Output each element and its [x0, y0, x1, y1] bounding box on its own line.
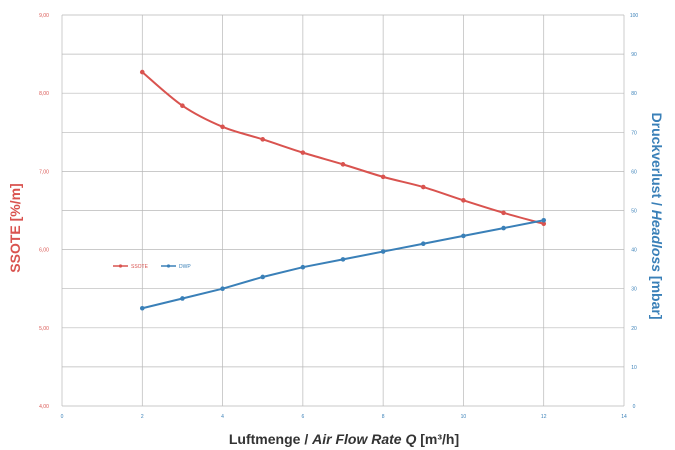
dwp-data-point [260, 274, 266, 280]
dwp-data-point [220, 286, 225, 292]
ssote-data-point [420, 184, 426, 190]
y-left-tick-label: 9,00 [39, 13, 49, 19]
x-axis-title-prefix: Luftmenge / [229, 431, 312, 447]
series-layer [139, 69, 547, 311]
y-right-tick-label: 20 [631, 326, 637, 332]
ssote-data-point [220, 124, 225, 130]
dwp-data-point [461, 233, 466, 239]
legend: SSOTE DWP [113, 264, 191, 270]
x-tick-label: 4 [221, 414, 224, 420]
ssote-data-point [139, 69, 145, 75]
dwp-data-point [139, 305, 145, 311]
ssote-data-point [501, 210, 506, 216]
y-right-tick-label: 50 [631, 209, 637, 215]
legend-dwp-marker [166, 264, 171, 268]
dwp-data-point [300, 264, 306, 270]
ssote-data-point [461, 198, 466, 203]
ssote-data-point [541, 221, 547, 227]
x-axis-title-suffix: [m³/h] [416, 431, 459, 447]
y-right-axis-title-suffix: [mbar] [649, 272, 665, 319]
y-right-axis-title: Druckverlust / Headloss [mbar] [649, 113, 665, 320]
y-right-tick-label: 90 [631, 52, 637, 58]
x-tick-label: 2 [141, 414, 144, 420]
x-tick-label: 10 [461, 414, 467, 420]
x-tick-label: 8 [382, 414, 385, 420]
ssote-data-point [300, 150, 306, 155]
y-right-tick-label: 100 [630, 13, 639, 19]
y-left-axis-title: SSOTE [%/m] [7, 183, 23, 272]
ssote-data-point [260, 137, 266, 142]
ssote-data-point [180, 103, 185, 109]
x-tick-label: 0 [61, 414, 64, 420]
y-left-tick-label: 8,00 [39, 91, 49, 97]
ssote-data-point [340, 162, 346, 167]
dwp-data-point [340, 257, 346, 262]
y-right-tick-label: 10 [631, 365, 637, 371]
y-right-tick-label: 80 [631, 91, 637, 97]
legend-dwp-label: DWP [179, 264, 191, 270]
legend-ssote-marker [118, 264, 123, 268]
y-right-axis-title-prefix: Druckverlust / [649, 113, 665, 210]
y-right-tick-label: 0 [633, 404, 636, 410]
y-right-tick-label: 70 [631, 130, 637, 136]
dwp-data-point [501, 225, 506, 231]
y-left-tick-label: 6,00 [39, 248, 49, 254]
grid [61, 14, 625, 407]
y-left-tick-label: 4,00 [39, 404, 49, 410]
dwp-data-point [380, 249, 386, 254]
dwp-series-line [142, 219, 544, 310]
legend-ssote-label: SSOTE [131, 264, 149, 270]
y-left-tick-label: 5,00 [39, 326, 49, 332]
x-tick-label: 14 [621, 414, 627, 420]
x-tick-label: 12 [541, 414, 547, 420]
ssote-series-line [141, 71, 544, 225]
x-axis-title-italic: Air Flow Rate Q [311, 431, 416, 447]
y-right-tick-label: 30 [631, 287, 637, 293]
y-left-tick-label: 7,00 [39, 169, 49, 175]
ssote-data-point [380, 174, 386, 180]
y-right-axis-title-italic: Headloss [649, 210, 665, 272]
dwp-data-point [180, 296, 185, 301]
y-right-tick-label: 40 [631, 248, 637, 254]
y-right-tick-label: 60 [631, 169, 637, 175]
x-tick-label: 6 [301, 414, 304, 420]
x-axis-title: Luftmenge / Air Flow Rate Q [m³/h] [229, 431, 459, 447]
dwp-data-point [420, 241, 426, 247]
dwp-data-point [541, 217, 547, 223]
tick-labels: 4,005,006,007,008,009,000102030405060708… [39, 13, 638, 420]
